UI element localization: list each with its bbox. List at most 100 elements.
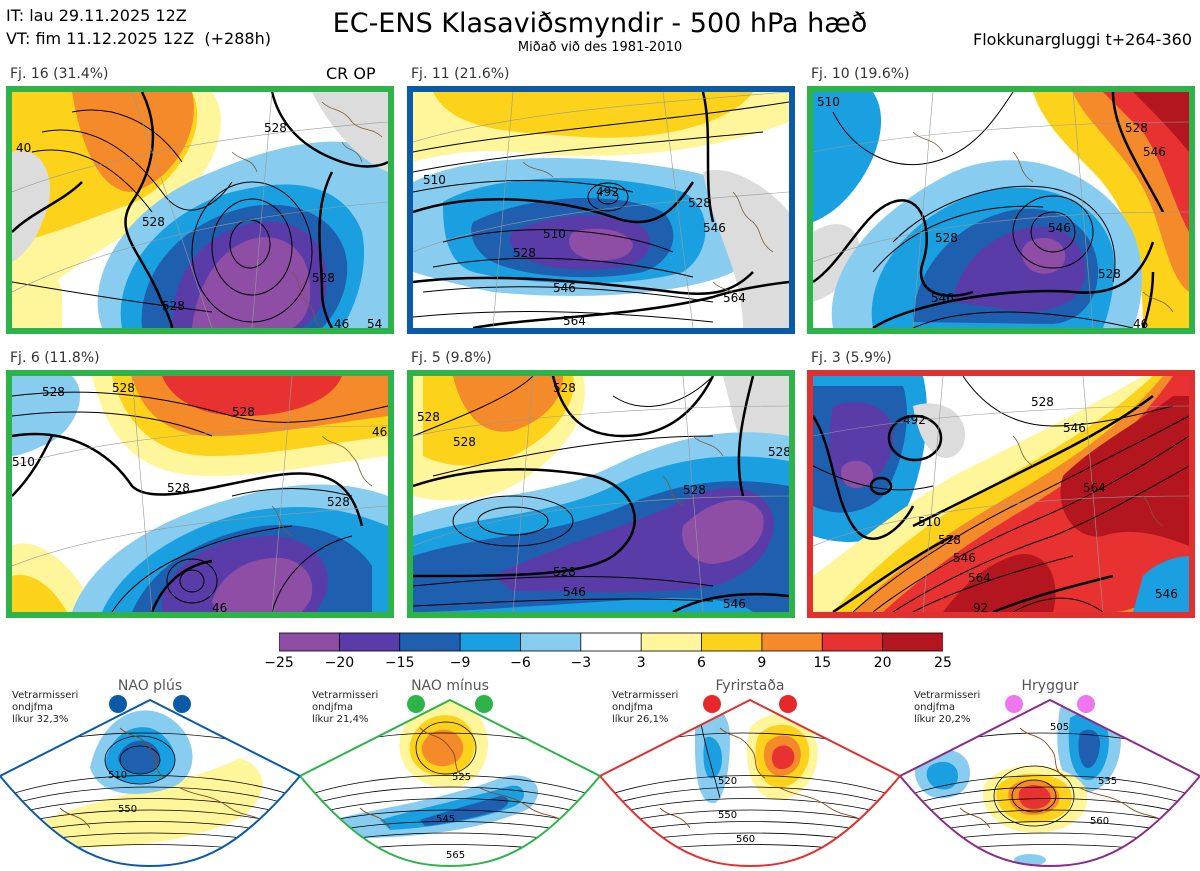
contour-label: 546 [931, 291, 954, 305]
cluster-label-2: Fj. 11 (21.6%) [411, 66, 510, 82]
cluster-panel-6: 492 510 528 546 564 528 546 564 546 92 [807, 370, 1195, 618]
colorbar-tick-label: −15 [384, 655, 415, 671]
regime-note-blocking: Vetrarmisseri ondjfma líkur 26,1% [612, 690, 679, 725]
contour-label: 528 [167, 481, 190, 495]
contour-label: 528 [232, 405, 255, 419]
init-time: IT: lau 29.11.2025 12Z [6, 6, 187, 25]
contour-label: 510 [817, 95, 840, 109]
cluster-label-1: Fj. 16 (31.4%) [10, 66, 109, 82]
cluster-map-1: 528 528 528 528 46 54 40 [12, 92, 388, 328]
contour-label: 528 [112, 381, 135, 395]
contour-label: 528 [453, 435, 476, 449]
contour-label: 528 [42, 385, 65, 399]
contour-label: 525 [452, 772, 471, 783]
valid-time: VT: fim 11.12.2025 12Z (+288h) [6, 29, 271, 48]
colorbar-swatch [761, 632, 824, 652]
contour-label: 510 [12, 455, 35, 469]
cr-op-label: CR OP [326, 64, 376, 83]
cluster-panel-5: 528 528 528 528 528 546 546 528 [407, 370, 795, 618]
contour-label: 528 [683, 483, 706, 497]
contour-label: 510 [108, 770, 127, 781]
regime-dot [703, 695, 721, 713]
colorbar-swatch [278, 632, 341, 652]
contour-label: 510 [543, 227, 566, 241]
contour-label: 46 [212, 601, 227, 612]
contour-label: 528 [938, 533, 961, 547]
contour-label: 546 [1143, 145, 1166, 159]
colorbar-tick-label: 20 [873, 655, 892, 671]
regime-map-blocking: 520 550 560 [600, 695, 900, 868]
contour-label: 46 [334, 317, 349, 328]
regime-dot [1077, 695, 1095, 713]
contour-label: 528 [553, 565, 576, 579]
contour-label: 546 [1048, 221, 1071, 235]
regime-dot [475, 695, 493, 713]
contour-label: 528 [768, 445, 789, 459]
regime-name-nao-minus: NAO mínus [411, 678, 489, 694]
colorbar-swatch [821, 632, 884, 652]
colorbar-tick-label: −9 [449, 655, 471, 671]
classification-window: Flokkunargluggi t+264-360 [973, 30, 1192, 49]
contour-label: 528 [327, 495, 350, 509]
contour-label: 492 [596, 185, 619, 199]
colorbar-tick-label: 25 [934, 655, 952, 671]
regime-map-nao-minus: 525 545 565 [300, 695, 600, 868]
colorbar-swatch [459, 632, 522, 652]
contour-label: 528 [417, 410, 440, 424]
contour-label: 528 [142, 215, 165, 229]
contour-label: 528 [1098, 267, 1121, 281]
contour-label: 528 [312, 271, 335, 285]
contour-label: 564 [968, 571, 991, 585]
contour-label: 546 [953, 551, 976, 565]
cluster-map-4: 528 528 528 528 510 528 46 46 [12, 376, 388, 612]
contour-label: 528 [688, 196, 711, 210]
contour-label: 92 [973, 601, 988, 612]
regime-frame [0, 698, 300, 868]
contour-label: 535 [1098, 776, 1117, 787]
contour-label: 564 [1083, 481, 1106, 495]
contour-label: 546 [1063, 421, 1086, 435]
regime-frame [900, 698, 1200, 868]
colorbar-tick-label: 3 [636, 655, 646, 671]
regime-dot [1005, 695, 1023, 713]
contour-label: 560 [736, 834, 755, 845]
regime-frame [600, 698, 900, 868]
contour-label: 546 [553, 281, 576, 295]
contour-label: 550 [118, 804, 137, 815]
contour-label: 528 [264, 121, 287, 135]
regime-map-ridge: 505 535 560 [900, 695, 1200, 868]
regime-frame [300, 698, 600, 868]
colorbar-swatch [338, 632, 401, 652]
contour-label: 564 [563, 314, 586, 328]
colorbar-tick-label: −3 [570, 655, 592, 671]
page-title: EC-ENS Klasaviðsmyndir - 500 hPa hæð [332, 8, 868, 39]
colorbar-tick-label: −25 [264, 655, 294, 671]
contour-label: 550 [718, 810, 737, 821]
contour-label: 510 [918, 515, 941, 529]
cluster-label-3: Fj. 10 (19.6%) [811, 66, 910, 82]
regime-dot [407, 695, 425, 713]
regime-note-nao-minus: Vetrarmisseri ondjfma líkur 21,4% [312, 690, 379, 725]
contour-label: 528 [553, 381, 576, 395]
contour-label: 510 [423, 173, 446, 187]
contour-label: 565 [446, 850, 465, 861]
cluster-panel-4: 528 528 528 528 510 528 46 46 [6, 370, 394, 618]
cluster-map-3: 528 546 528 546 528 546 510 46 [813, 92, 1189, 328]
regime-name-ridge: Hryggur [1021, 678, 1079, 694]
contour-label: 546 [703, 221, 726, 235]
regime-dot [779, 695, 797, 713]
cluster-panel-1: 528 528 528 528 46 54 40 [6, 86, 394, 334]
regime-dot [109, 695, 127, 713]
colorbar [278, 632, 944, 656]
cluster-label-6: Fj. 3 (5.9%) [811, 350, 892, 366]
cluster-map-2: 492 510 528 546 564 510 528 546 564 [413, 92, 789, 328]
contour-label: 528 [162, 299, 185, 313]
contour-label: 40 [16, 141, 31, 155]
regime-name-blocking: Fyrirstaða [715, 678, 785, 694]
contour-label: 54 [367, 317, 382, 328]
colorbar-swatch [399, 632, 461, 652]
regime-dot [173, 695, 191, 713]
contour-label: 46 [372, 425, 387, 439]
colorbar-swatch [882, 632, 944, 652]
colorbar-swatch [701, 632, 763, 652]
